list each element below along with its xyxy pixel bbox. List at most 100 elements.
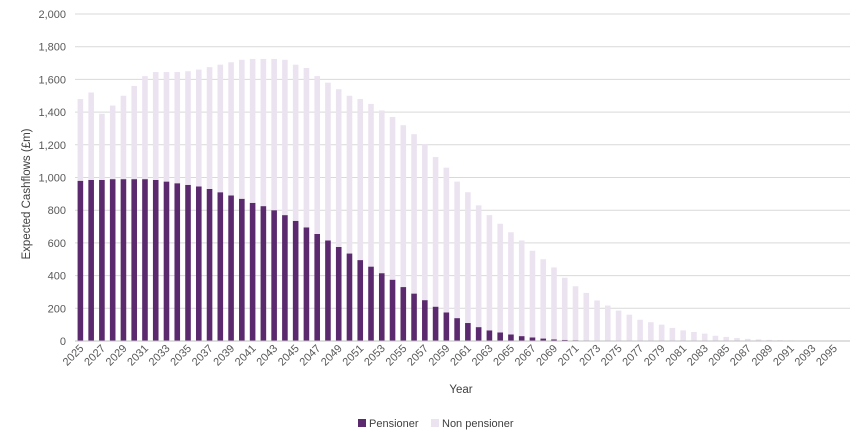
bar-pensioner-2051 — [357, 260, 364, 341]
bar-non-pensioner-2030 — [131, 85, 137, 180]
x-tick-label: 2085 — [707, 343, 733, 369]
bar-non-pensioner-2061 — [465, 192, 471, 324]
bar-non-pensioner-2044 — [282, 59, 288, 216]
bar-non-pensioner-2035 — [185, 71, 191, 185]
x-tick-label: 2093 — [793, 343, 819, 369]
x-tick-label: 2043 — [254, 343, 280, 369]
x-tick-label: 2065 — [491, 343, 517, 369]
x-axis-title: Year — [449, 384, 472, 396]
x-tick-label: 2049 — [319, 343, 345, 369]
bar-pensioner-2066 — [518, 336, 525, 341]
legend-label-non-pensioner: Non pensioner — [442, 418, 514, 430]
bar-non-pensioner-2033 — [163, 72, 170, 182]
bar-pensioner-2042 — [260, 206, 267, 341]
bar-pensioner-2026 — [88, 179, 94, 341]
y-tick-label: 1,600 — [38, 74, 66, 86]
bar-non-pensioner-2041 — [249, 58, 256, 203]
x-tick-label: 2063 — [470, 343, 496, 369]
bar-pensioner-2043 — [271, 210, 277, 341]
bar-non-pensioner-2045 — [292, 64, 299, 221]
y-tick-label: 800 — [48, 205, 66, 217]
x-tick-label: 2077 — [620, 343, 646, 369]
bar-pensioner-2044 — [282, 215, 288, 341]
x-tick-label: 2069 — [534, 343, 560, 369]
bar-pensioner-2039 — [228, 195, 234, 341]
bar-non-pensioner-2066 — [518, 240, 525, 337]
bar-pensioner-2041 — [249, 202, 256, 341]
bar-pensioner-2070 — [561, 339, 568, 341]
bar-non-pensioner-2078 — [648, 322, 654, 341]
bar-non-pensioner-2062 — [475, 205, 482, 328]
bar-non-pensioner-2079 — [658, 324, 665, 341]
x-tick-label: 2027 — [82, 343, 108, 369]
x-tick-label: 2081 — [663, 343, 689, 369]
bar-non-pensioner-2040 — [239, 59, 245, 199]
bar-pensioner-2046 — [303, 227, 310, 341]
bar-pensioner-2056 — [411, 293, 417, 341]
bar-non-pensioner-2073 — [594, 300, 600, 341]
bar-non-pensioner-2037 — [206, 67, 213, 189]
x-tick-label: 2051 — [341, 343, 367, 369]
bar-pensioner-2067 — [529, 337, 536, 341]
x-tick-label: 2073 — [577, 343, 603, 369]
bar-series — [77, 58, 848, 342]
bar-non-pensioner-2069 — [551, 267, 557, 340]
bar-pensioner-2055 — [400, 287, 407, 341]
legend-swatch-pensioner — [358, 419, 366, 427]
bar-non-pensioner-2056 — [411, 134, 417, 294]
bar-non-pensioner-2075 — [615, 310, 622, 341]
y-tick-label: 2,000 — [38, 9, 66, 21]
x-tick-label: 2037 — [190, 343, 216, 369]
bar-pensioner-2029 — [120, 179, 127, 341]
x-tick-label: 2055 — [384, 343, 410, 369]
bar-pensioner-2052 — [368, 266, 374, 341]
bar-non-pensioner-2049 — [335, 89, 342, 247]
bar-non-pensioner-2080 — [669, 327, 676, 341]
bar-non-pensioner-2025 — [77, 99, 84, 181]
bar-pensioner-2059 — [443, 312, 450, 341]
y-axis-ticks: 0 200 400 600 800 1,000 1,200 1,400 1,600 1,800 2,… — [38, 9, 66, 348]
legend-swatch-non-pensioner — [431, 419, 439, 427]
y-tick-label: 200 — [48, 303, 66, 315]
bar-pensioner-2050 — [346, 253, 353, 341]
bar-non-pensioner-2059 — [443, 167, 450, 313]
bar-non-pensioner-2060 — [454, 181, 460, 319]
bar-non-pensioner-2042 — [260, 58, 267, 207]
x-tick-label: 2057 — [405, 343, 431, 369]
bar-pensioner-2060 — [454, 318, 460, 341]
bar-pensioner-2030 — [131, 179, 137, 341]
gridlines — [75, 13, 850, 309]
x-tick-label: 2047 — [298, 343, 324, 369]
bar-non-pensioner-2031 — [142, 76, 148, 180]
x-tick-label: 2059 — [427, 343, 453, 369]
bar-pensioner-2064 — [497, 332, 503, 341]
bar-non-pensioner-2055 — [400, 125, 407, 288]
bar-pensioner-2035 — [185, 184, 191, 341]
bar-non-pensioner-2082 — [691, 332, 697, 341]
x-tick-label: 2053 — [362, 343, 388, 369]
bar-non-pensioner-2052 — [368, 103, 374, 267]
x-tick-label: 2083 — [685, 343, 711, 369]
x-axis-ticks: 2025202720292031203320352037203920412043… — [61, 343, 840, 369]
x-tick-label: 2041 — [233, 343, 259, 369]
bar-non-pensioner-2071 — [572, 286, 579, 341]
y-tick-label: 400 — [48, 271, 66, 283]
x-tick-label: 2031 — [125, 343, 151, 369]
bar-pensioner-2047 — [314, 233, 320, 341]
y-tick-label: 1,200 — [38, 140, 66, 152]
bar-non-pensioner-2053 — [378, 110, 385, 274]
bar-non-pensioner-2081 — [680, 330, 686, 341]
bar-pensioner-2048 — [325, 240, 331, 341]
x-tick-label: 2075 — [599, 343, 625, 369]
bar-pensioner-2058 — [432, 306, 439, 341]
y-tick-label: 0 — [60, 336, 66, 348]
bar-non-pensioner-2046 — [303, 67, 310, 228]
bar-pensioner-2027 — [99, 179, 105, 341]
bar-pensioner-2062 — [475, 327, 482, 341]
bar-non-pensioner-2038 — [217, 64, 224, 193]
x-tick-label: 2061 — [448, 343, 474, 369]
bar-non-pensioner-2043 — [271, 58, 277, 211]
bar-pensioner-2040 — [239, 198, 245, 341]
x-tick-label: 2067 — [513, 343, 539, 369]
